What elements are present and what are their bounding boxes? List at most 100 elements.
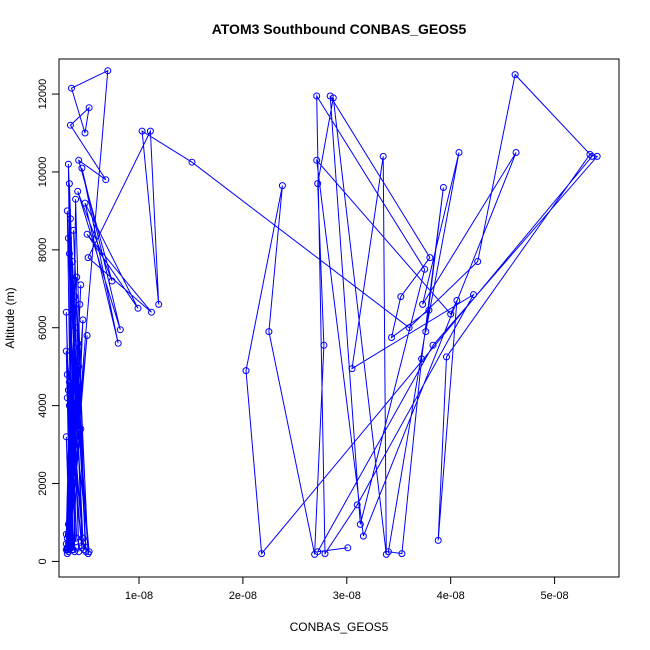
data-point <box>77 281 85 289</box>
data-point <box>82 548 90 556</box>
series-layer <box>62 67 601 558</box>
x-tick-label: 5e-08 <box>541 590 569 602</box>
data-point <box>278 182 286 190</box>
data-point <box>74 409 82 417</box>
data-point <box>83 332 91 339</box>
data-point <box>155 300 163 308</box>
data-point <box>75 363 83 371</box>
data-point <box>265 328 273 336</box>
data-point <box>77 425 85 433</box>
data-point <box>353 501 361 509</box>
data-point <box>62 546 70 554</box>
data-point <box>313 92 321 100</box>
data-point <box>320 341 328 349</box>
data-point <box>511 71 519 79</box>
y-tick-label: 6000 <box>37 315 49 339</box>
data-point <box>188 158 196 166</box>
data-point <box>74 339 82 347</box>
data-point <box>405 324 413 332</box>
data-point <box>84 254 92 262</box>
data-point <box>69 355 76 363</box>
data-point <box>470 291 477 299</box>
data-point <box>474 258 482 265</box>
data-point <box>429 341 437 349</box>
x-axis-label: CONBAS_GEOS5 <box>290 620 389 634</box>
data-point <box>66 215 74 223</box>
data-point <box>314 180 322 188</box>
data-point <box>593 152 601 160</box>
data-point <box>434 536 442 544</box>
data-point <box>83 230 91 238</box>
data-point <box>398 550 406 558</box>
data-point <box>134 304 142 312</box>
data-point <box>102 176 110 184</box>
x-tick-label: 1e-08 <box>125 590 153 602</box>
data-point <box>75 156 83 164</box>
data-point <box>348 365 356 373</box>
x-tick-label: 4e-08 <box>437 590 465 602</box>
data-point <box>71 293 79 301</box>
data-point <box>70 226 77 234</box>
data-point <box>62 433 70 441</box>
data-point <box>418 355 426 363</box>
data-point <box>114 339 122 347</box>
y-tick-label: 8000 <box>37 238 49 262</box>
y-tick-label: 10000 <box>37 157 49 188</box>
data-point <box>419 300 427 308</box>
data-point <box>443 353 450 361</box>
data-point <box>64 520 72 528</box>
data-point <box>63 394 71 402</box>
data-point <box>426 254 434 262</box>
data-point <box>356 520 364 528</box>
data-point <box>384 548 392 556</box>
data-point <box>65 402 73 410</box>
data-point <box>85 104 93 112</box>
y-tick-label: 12000 <box>37 79 49 110</box>
data-point <box>64 530 72 538</box>
data-point <box>69 258 76 265</box>
data-point <box>422 328 430 336</box>
data-point <box>65 250 73 258</box>
data-point <box>63 550 71 558</box>
data-point <box>72 195 80 203</box>
data-point <box>64 160 72 168</box>
data-point <box>81 199 89 207</box>
data-point <box>78 164 86 172</box>
data-point <box>73 534 81 542</box>
data-point <box>64 386 72 394</box>
data-point <box>313 156 321 164</box>
x-tick-label: 3e-08 <box>333 590 361 602</box>
y-axis-label: Altitude (m) <box>3 287 17 348</box>
data-point <box>512 149 520 156</box>
data-point <box>62 308 70 316</box>
data-point <box>314 548 322 556</box>
data-point <box>242 367 250 375</box>
y-tick-label: 4000 <box>37 393 49 417</box>
data-point <box>68 542 75 550</box>
series-line <box>65 69 599 556</box>
data-point <box>148 308 155 316</box>
data-point <box>72 538 80 546</box>
data-point <box>71 417 79 425</box>
data-point <box>421 265 429 273</box>
data-point <box>138 127 146 135</box>
data-point <box>65 378 73 386</box>
y-tick-label: 0 <box>37 558 49 564</box>
data-point <box>80 546 88 554</box>
data-point <box>64 234 72 242</box>
data-point <box>321 550 329 558</box>
data-point <box>76 300 84 308</box>
data-point <box>326 92 334 100</box>
data-point <box>65 180 73 188</box>
data-point <box>116 326 124 334</box>
data-point <box>258 550 266 558</box>
x-axis: 1e-08 2e-08 3e-08 4e-08 5e-08 <box>125 576 569 602</box>
data-point <box>453 297 461 304</box>
y-axis: 0 2000 4000 6000 8000 10000 12000 <box>37 79 60 564</box>
data-point <box>78 544 86 552</box>
data-point <box>74 187 82 195</box>
data-point <box>397 293 405 301</box>
data-point <box>146 127 154 135</box>
data-point <box>63 371 71 378</box>
